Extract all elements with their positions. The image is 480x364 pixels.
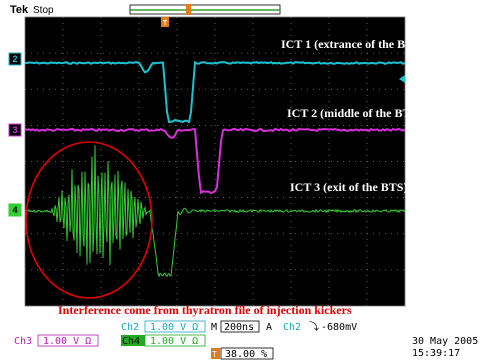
trigger-position: 38.00 % <box>225 349 267 360</box>
trace-ch4 <box>24 145 406 278</box>
svg-text:T: T <box>163 20 168 27</box>
brand-logo: Tek <box>10 4 29 16</box>
ch4-ground-marker[interactable]: 4 <box>8 203 22 217</box>
ch2-label: Ch2 <box>121 322 139 333</box>
ch4-label: Ch4 <box>122 336 140 347</box>
readout-panel: Ch2 1.00 V Ω M 200ns A Ch2 ⤵ -680mV Ch3 … <box>14 320 478 360</box>
annotation-ict3: ICT 3 (exit of the BTS) <box>290 180 407 194</box>
ch4-scale-box[interactable] <box>144 334 206 347</box>
trigger-slope-icon: ⤵ <box>309 321 319 333</box>
ch2-scale: 1.00 V Ω <box>150 322 198 333</box>
record-window-trigger-marker <box>186 4 191 15</box>
ch3-scale-box[interactable] <box>37 334 99 347</box>
graticule-border <box>24 16 406 307</box>
trigger-level-marker[interactable] <box>399 75 405 83</box>
svg-text:T: T <box>212 350 217 359</box>
ch2-ground-marker[interactable]: 2 <box>8 52 22 66</box>
ch3-scale: 1.00 V Ω <box>43 336 91 347</box>
time: 15:39:17 <box>412 348 460 359</box>
trigger-position-box[interactable] <box>220 347 274 360</box>
timebase: 200ns <box>224 322 254 333</box>
svg-text:2: 2 <box>12 54 17 64</box>
trigger-mode: A <box>266 322 272 333</box>
trace-ch2 <box>24 60 406 124</box>
top-bar: Tek Stop <box>10 4 281 16</box>
annotation-interference: Interference come from thyratron file of… <box>58 303 352 317</box>
graticule <box>24 16 406 307</box>
date: 30 May 2005 <box>412 336 478 347</box>
trigger-level: -680mV <box>321 322 357 333</box>
annotation-ict1: ICT 1 (extrance of the BTS) <box>281 37 424 51</box>
trace-ch3 <box>24 127 406 195</box>
ch3-ground-marker[interactable]: 3 <box>8 123 22 137</box>
ch2-scale-box[interactable] <box>144 320 206 333</box>
annotation-ict2: ICT 2 (middle of the BTS) <box>287 106 421 120</box>
ch4-scale: 1.00 V Ω <box>150 336 198 347</box>
svg-text:3: 3 <box>12 125 17 135</box>
ch3-label: Ch3 <box>14 336 32 347</box>
trigger-source: Ch2 <box>283 322 301 333</box>
interference-highlight-ellipse <box>25 141 153 299</box>
trigger-position-marker[interactable]: T <box>161 17 169 27</box>
ch4-label-box[interactable] <box>121 335 145 346</box>
timebase-prefix: M <box>211 322 217 333</box>
acquisition-status: Stop <box>33 5 54 16</box>
trigger-position-icon <box>211 348 220 359</box>
timebase-box[interactable] <box>220 320 260 333</box>
svg-text:4: 4 <box>12 205 17 215</box>
